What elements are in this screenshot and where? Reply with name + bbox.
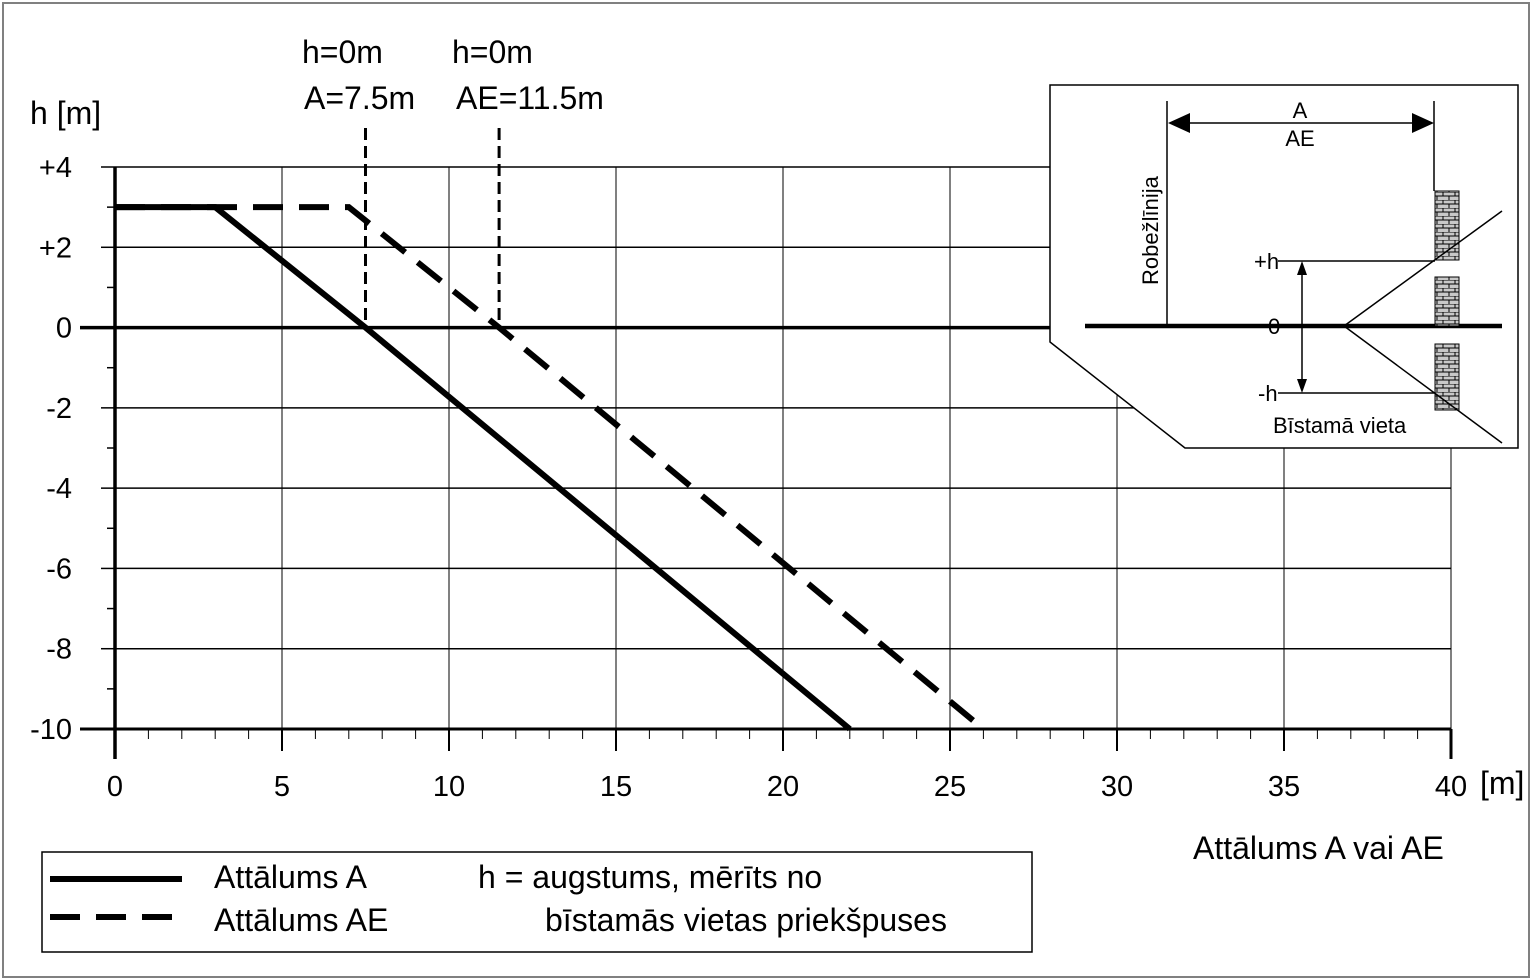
x-axis-label: Attālums A vai AE — [1193, 830, 1444, 866]
inset-label-ae: AE — [1285, 126, 1314, 151]
sight-line-lower — [1343, 325, 1503, 444]
hazard-block-middle — [1434, 276, 1460, 327]
legend-box — [41, 851, 1033, 953]
legend: Attālums A Attālums AE h = augstums, mēr… — [41, 851, 1033, 953]
x-tick-label: 35 — [1268, 771, 1300, 803]
annotation-label-line2: AE=11.5m — [456, 80, 604, 116]
series — [115, 204, 986, 732]
arrow-up-icon — [1297, 261, 1307, 275]
hazard-block-top — [1434, 190, 1460, 261]
hazard-block-bottom — [1434, 343, 1460, 411]
inset-plus-h: +h — [1254, 249, 1279, 274]
x-tick-label: 20 — [767, 771, 799, 803]
legend-note-line1: h = augstums, mērīts no — [478, 859, 822, 895]
legend-label-ae: Attālums AE — [214, 902, 388, 938]
annotation-label-line2: A=7.5m — [304, 80, 415, 116]
x-tick-label: 5 — [274, 771, 290, 803]
y-tick-label: 0 — [56, 313, 72, 345]
y-tick-label: -6 — [46, 553, 72, 585]
legend-note-line2: bīstamās vietas priekšpuses — [545, 902, 947, 938]
y-tick-label: -4 — [46, 473, 72, 505]
inset-label-a: A — [1293, 98, 1308, 123]
arrow-down-icon — [1297, 379, 1307, 393]
annotation-label-line1: h=0m — [302, 34, 383, 70]
series-line-ae — [115, 204, 986, 732]
inset-minus-h: -h — [1258, 381, 1278, 406]
annotations: h=0m A=7.5m h=0m AE=11.5m — [302, 34, 604, 328]
inset-boundary-label: Robežlīnija — [1138, 175, 1163, 285]
sight-line-upper — [1343, 210, 1503, 327]
x-tick-label: 15 — [600, 771, 632, 803]
y-axis-label: h [m] — [30, 95, 101, 131]
inset-drawing: A AE Robežlīnija +h 0 -h Bīstamā vieta — [1049, 84, 1519, 449]
grid — [115, 166, 1452, 729]
y-tick-label: -10 — [30, 714, 72, 746]
x-tick-label: 10 — [433, 771, 465, 803]
arrow-left-icon — [1168, 113, 1190, 133]
x-axis-unit-label: [m] — [1480, 765, 1524, 801]
x-tick-label: 30 — [1101, 771, 1133, 803]
tick-marks — [101, 166, 1452, 751]
y-tick-label: -8 — [46, 634, 72, 666]
tick-labels: 0 5 10 15 20 25 30 35 40 +4 +2 0 -2 -4 -6 -8 -10 — [30, 152, 1467, 803]
arrow-right-icon — [1412, 113, 1434, 133]
inset-zero: 0 — [1268, 314, 1280, 339]
y-tick-label: -2 — [46, 393, 72, 425]
x-tick-label: 0 — [107, 771, 123, 803]
legend-label-a: Attālums A — [214, 859, 368, 895]
y-tick-label: +2 — [39, 232, 72, 264]
x-tick-label: 40 — [1435, 771, 1467, 803]
y-tick-label: +4 — [39, 152, 72, 184]
inset-hazard-label: Bīstamā vieta — [1273, 413, 1407, 438]
annotation-label-line1: h=0m — [452, 34, 533, 70]
x-tick-label: 25 — [934, 771, 966, 803]
